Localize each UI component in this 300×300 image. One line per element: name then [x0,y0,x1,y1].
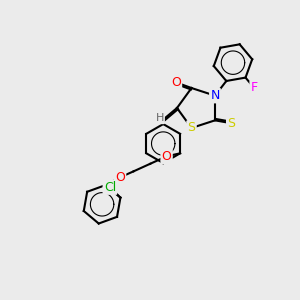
Text: Cl: Cl [104,181,116,194]
Text: H: H [155,113,164,123]
Text: N: N [210,89,220,102]
Text: O: O [115,171,125,184]
Text: O: O [171,76,181,89]
Text: F: F [250,81,258,94]
Text: O: O [162,150,172,163]
Text: S: S [227,117,235,130]
Text: S: S [188,122,196,134]
